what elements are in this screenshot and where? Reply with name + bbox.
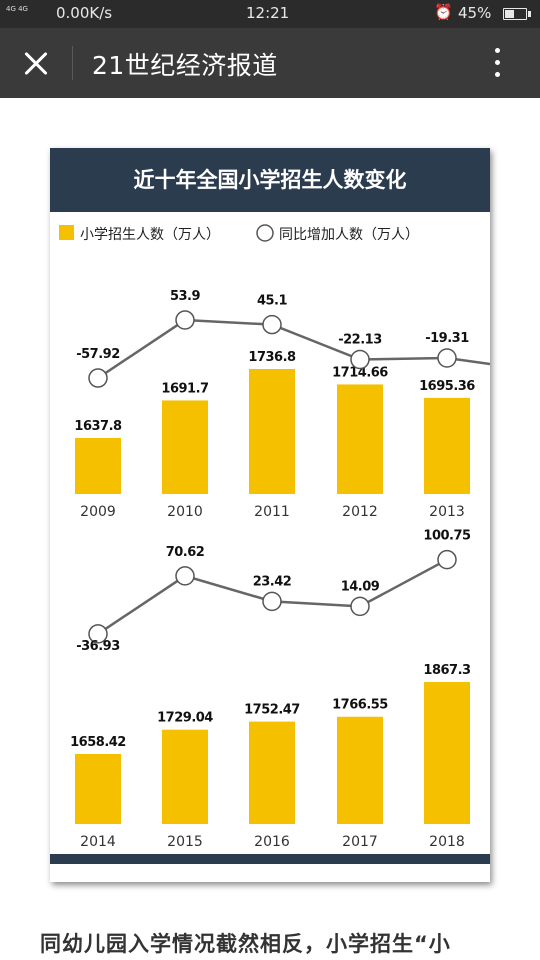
bar-2013 (424, 397, 470, 494)
bar-2012 (337, 384, 383, 494)
point-2013 (437, 348, 457, 368)
point-2017 (350, 596, 370, 617)
point-2018 (437, 549, 457, 570)
bar-2010 (162, 400, 208, 494)
x-tick-2017: 2017 (342, 834, 378, 850)
nav-divider (72, 46, 73, 80)
legend-marker-increase (256, 224, 274, 242)
bar-label-2010: 1691.7 (161, 381, 209, 396)
point-label-2013: -19.31 (425, 331, 469, 346)
article-caption: 同幼儿园入学情况截然相反，小学招生“小 (40, 932, 451, 956)
bar-2014 (75, 754, 121, 824)
point-label-2009: -57.92 (76, 347, 120, 362)
signal-icon: 4G 4G (6, 5, 28, 13)
alarm-icon: ⏰ (434, 3, 453, 21)
point-2015 (175, 566, 195, 586)
chart-title: 近十年全国小学招生人数变化 (133, 168, 407, 192)
legend-label-increase: 同比增加人数（万人） (279, 227, 419, 243)
net-speed: 0.00K/s (56, 4, 113, 22)
top-navbar: 21世纪经济报道 (0, 28, 540, 98)
x-tick-2013: 2013 (429, 504, 465, 520)
point-label-2018: 100.75 (423, 529, 471, 544)
x-tick-2018: 2018 (429, 834, 465, 850)
x-tick-2012: 2012 (342, 504, 378, 520)
x-tick-2011: 2011 (254, 504, 290, 520)
x-tick-2014: 2014 (80, 834, 116, 850)
bar-2018 (424, 682, 470, 824)
status-bar: 4G 4G 0.00K/s 12:21 ⏰ 45% (0, 0, 540, 28)
chart-image: 近十年全国小学招生人数变化 小学招生人数（万人） 同比增加人数（万人） 1637.8… (50, 148, 490, 882)
bar-2011 (249, 369, 295, 494)
point-2010 (175, 310, 195, 330)
x-tick-2009: 2009 (80, 504, 116, 520)
bar-2017 (337, 716, 383, 824)
bar-label-2009: 1637.8 (74, 419, 122, 434)
chart-footer-bar (50, 854, 490, 864)
bar-label-2014: 1658.42 (70, 735, 126, 750)
point-label-2017: 14.09 (341, 579, 380, 594)
chart-header: 近十年全国小学招生人数变化 (50, 148, 490, 212)
close-icon[interactable] (18, 46, 54, 82)
bar-label-2015: 1729.04 (157, 711, 213, 726)
battery-percent: 45% (458, 4, 492, 22)
bar-label-2013: 1695.36 (419, 379, 475, 394)
bar-label-2017: 1766.55 (332, 698, 388, 713)
legend-swatch-enrollment (59, 225, 74, 240)
page-title: 21世纪经济报道 (92, 51, 278, 80)
x-tick-2015: 2015 (167, 834, 203, 850)
x-tick-2016: 2016 (254, 834, 290, 850)
bar-2009 (75, 438, 121, 494)
bar-2016 (249, 721, 295, 824)
battery-icon (503, 8, 531, 20)
bar-label-2012: 1714.66 (332, 365, 388, 380)
point-label-2014: -36.93 (76, 639, 120, 654)
bar-label-2016: 1752.47 (244, 703, 300, 718)
point-label-2010: 53.9 (170, 289, 201, 304)
legend-label-enrollment: 小学招生人数（万人） (80, 227, 220, 243)
point-2009 (88, 368, 108, 388)
x-tick-2010: 2010 (167, 504, 203, 520)
point-label-2011: 45.1 (257, 294, 288, 309)
chart-svg: 小学招生人数（万人） 同比增加人数（万人） 1637.8 2009 1691.7 2010… (59, 224, 490, 850)
point-label-2016: 23.42 (253, 574, 292, 589)
bar-2015 (162, 729, 208, 824)
bar-label-2018: 1867.3 (423, 663, 471, 678)
point-2016 (262, 591, 282, 612)
point-label-2012: -22.13 (338, 332, 382, 347)
point-2012 (350, 349, 370, 370)
bar-label-2011: 1736.8 (248, 350, 296, 365)
clock: 12:21 (246, 4, 290, 22)
point-label-2015: 70.62 (166, 545, 205, 560)
point-2014 (88, 624, 108, 644)
point-2011 (262, 314, 282, 335)
more-options-icon[interactable] (488, 44, 508, 82)
